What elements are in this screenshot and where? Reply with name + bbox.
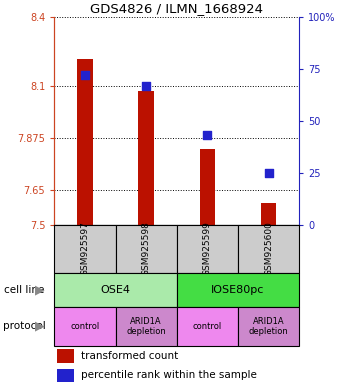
- Text: transformed count: transformed count: [81, 351, 178, 361]
- Text: ARID1A
depletion: ARID1A depletion: [249, 317, 288, 336]
- Bar: [238, 225, 299, 273]
- Point: [144, 83, 149, 89]
- Bar: [200, 149, 215, 225]
- Bar: [238, 307, 299, 346]
- Bar: [177, 273, 299, 307]
- Text: IOSE80pc: IOSE80pc: [211, 285, 265, 295]
- Point: [204, 132, 210, 139]
- Bar: [177, 307, 238, 346]
- Bar: [57, 369, 74, 382]
- Title: GDS4826 / ILMN_1668924: GDS4826 / ILMN_1668924: [90, 2, 263, 15]
- Bar: [116, 307, 177, 346]
- Bar: [77, 59, 92, 225]
- Bar: [116, 225, 177, 273]
- Bar: [57, 349, 74, 363]
- Text: control: control: [70, 322, 99, 331]
- Bar: [139, 91, 154, 225]
- Text: cell line: cell line: [4, 285, 44, 295]
- Bar: [177, 225, 238, 273]
- Bar: [54, 273, 177, 307]
- Text: control: control: [193, 322, 222, 331]
- Text: GSM925599: GSM925599: [203, 221, 212, 276]
- Text: ARID1A
depletion: ARID1A depletion: [126, 317, 166, 336]
- Text: GSM925597: GSM925597: [80, 221, 89, 276]
- Bar: [54, 225, 116, 273]
- Text: OSE4: OSE4: [100, 285, 131, 295]
- Text: ▶: ▶: [35, 320, 45, 333]
- Point: [266, 170, 272, 176]
- Text: GSM925598: GSM925598: [142, 221, 150, 276]
- Bar: [261, 203, 276, 225]
- Bar: [54, 307, 116, 346]
- Text: protocol: protocol: [4, 321, 46, 331]
- Text: ▶: ▶: [35, 283, 45, 296]
- Text: GSM925600: GSM925600: [264, 221, 273, 276]
- Point: [82, 72, 88, 78]
- Text: percentile rank within the sample: percentile rank within the sample: [81, 370, 257, 381]
